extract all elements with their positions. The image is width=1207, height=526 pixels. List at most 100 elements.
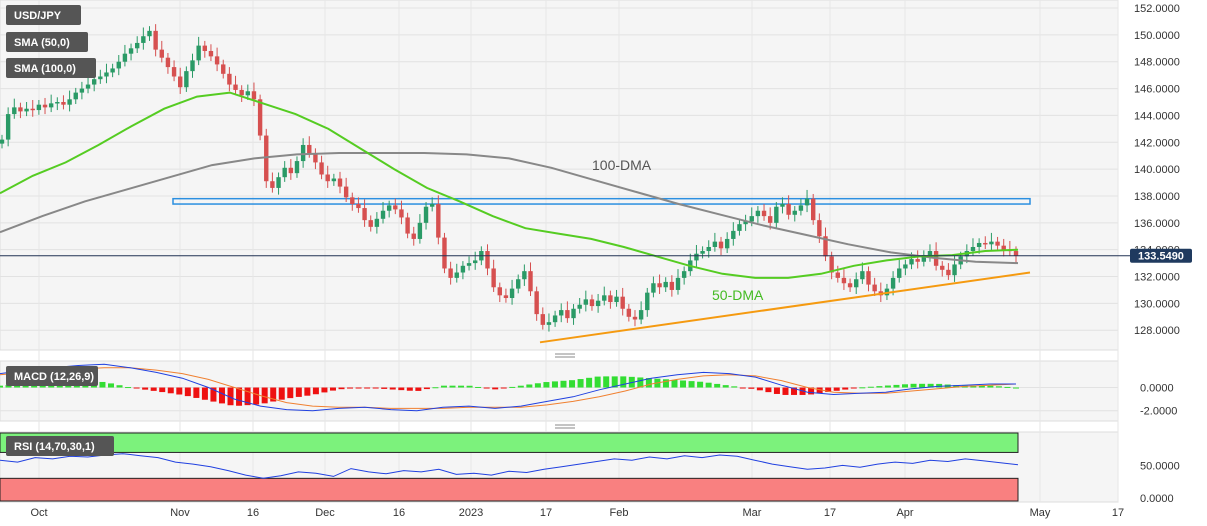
macd-histogram-bar <box>125 387 132 389</box>
macd-histogram-bar <box>372 387 379 389</box>
candle <box>153 30 158 50</box>
x-tick-label: 17 <box>540 507 552 519</box>
candle <box>30 108 35 111</box>
y-tick-label: 146.0000 <box>1134 84 1180 96</box>
candle <box>952 264 957 276</box>
y-tick-label: 140.0000 <box>1134 164 1180 176</box>
candle <box>718 241 724 249</box>
macd-histogram-bar <box>458 385 465 388</box>
annotation-50dma: 50-DMA <box>712 287 764 303</box>
candle <box>614 296 619 303</box>
rsi-series <box>0 453 1019 479</box>
candle <box>190 60 195 72</box>
macd-histogram-bar <box>697 381 704 388</box>
candle <box>128 48 134 54</box>
candle <box>18 107 23 112</box>
candle <box>91 79 97 85</box>
macd-histogram-bar <box>193 387 200 398</box>
candle <box>491 268 496 288</box>
macd-histogram-bar <box>133 387 140 389</box>
macd-histogram-bar <box>475 386 482 388</box>
macd-histogram-bar <box>705 382 712 388</box>
candle <box>300 144 306 162</box>
macd-histogram-bar <box>218 387 225 404</box>
candle <box>135 42 140 49</box>
macd-histogram-bar <box>816 387 823 394</box>
macd-histogram-bar <box>594 376 601 388</box>
macd-badge-bg <box>6 366 98 386</box>
candle <box>976 242 982 247</box>
candle <box>276 177 281 188</box>
macd-badge: MACD (12,26,9) <box>14 371 94 383</box>
resistance-band <box>172 197 1031 205</box>
macd-histogram-bar <box>603 376 610 388</box>
y-tick-label: 152.0000 <box>1134 3 1180 15</box>
panel-resize-handle[interactable] <box>555 353 575 358</box>
macd-histogram-bar <box>586 377 593 388</box>
candle <box>116 61 121 69</box>
sma50-line <box>0 91 1019 279</box>
macd-histogram-bar <box>278 387 285 400</box>
y-tick-label: 50.0000 <box>1140 460 1180 472</box>
candle <box>202 45 207 51</box>
sma100-badge-bg <box>6 58 96 78</box>
macd-histogram-bar <box>910 383 917 388</box>
candle <box>294 161 300 174</box>
candle <box>221 64 226 74</box>
candle <box>251 91 257 100</box>
candle <box>178 76 183 88</box>
macd-histogram-bar <box>611 376 618 388</box>
candle <box>485 251 490 269</box>
candle <box>970 246 976 252</box>
candle <box>909 259 914 265</box>
macd-histogram-bar <box>560 380 567 388</box>
candle <box>270 181 275 188</box>
macd-histogram-bar <box>978 385 985 388</box>
candle <box>847 283 853 288</box>
candle <box>184 71 189 88</box>
x-tick-label: Mar <box>743 507 762 519</box>
x-tick-label: 17 <box>824 507 836 519</box>
candle <box>712 241 718 247</box>
macd-histogram-bar <box>867 386 874 388</box>
candle <box>24 108 29 112</box>
candle <box>159 49 164 58</box>
macd-histogram-bar <box>859 387 866 389</box>
macd-histogram-bar <box>748 387 755 389</box>
macd-histogram-bar <box>432 387 439 389</box>
candle <box>362 208 367 221</box>
candle <box>595 300 601 307</box>
macd-histogram-bar <box>876 386 883 388</box>
candle <box>522 271 527 280</box>
moving-averages <box>0 91 1019 279</box>
candle <box>307 144 312 154</box>
candle <box>866 271 871 285</box>
panel-resize-handle[interactable] <box>555 424 575 429</box>
macd-histogram-bar <box>756 387 763 391</box>
candle <box>67 99 72 105</box>
macd-histogram-bar <box>381 387 388 389</box>
candle <box>61 102 66 105</box>
macd-histogram-bar <box>236 387 243 406</box>
candle <box>940 265 945 270</box>
x-tick-label: May <box>1030 507 1051 519</box>
macd-histogram-bar <box>99 381 106 388</box>
candle <box>706 246 711 252</box>
macd-histogram-bar <box>244 387 251 406</box>
macd-histogram-bar <box>884 385 891 388</box>
candle <box>171 67 177 77</box>
candle <box>429 204 435 207</box>
candle <box>577 304 582 309</box>
candle <box>823 236 828 257</box>
macd-histogram-bar <box>739 387 746 389</box>
x-tick-label: 16 <box>393 507 405 519</box>
macd-histogram-bar <box>722 385 729 388</box>
y-tick-label: 136.0000 <box>1134 218 1180 230</box>
macd-histogram-bar <box>415 387 422 391</box>
candle <box>442 237 447 269</box>
candle <box>638 310 644 320</box>
candle <box>36 104 42 111</box>
macd-panel <box>0 360 1119 422</box>
rsi-overbought-band <box>0 432 1019 453</box>
price-tag: 133.5490 <box>1130 248 1192 263</box>
